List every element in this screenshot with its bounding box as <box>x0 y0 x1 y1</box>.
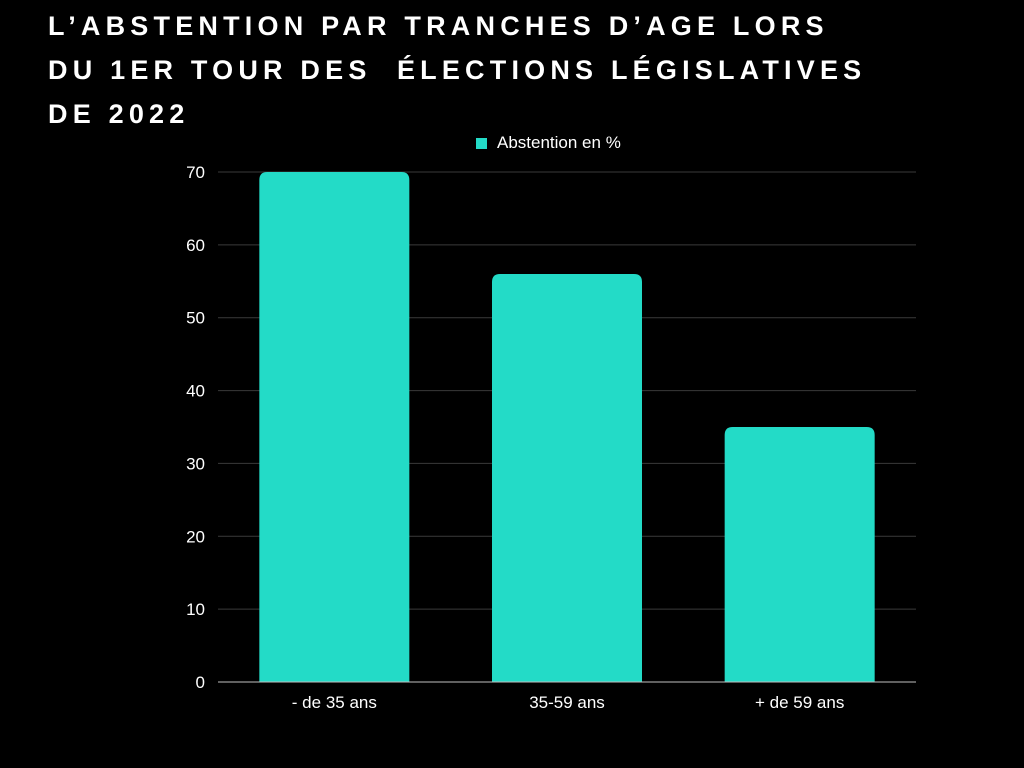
chart-legend: Abstention en % <box>476 133 621 153</box>
y-tick-label: 10 <box>186 600 205 619</box>
x-tick-label: - de 35 ans <box>292 693 377 712</box>
bar <box>492 274 642 682</box>
chart-title-line-1: L’ABSTENTION PAR TRANCHES D’AGE LORS <box>48 11 829 41</box>
y-tick-label: 70 <box>186 163 205 182</box>
legend-swatch <box>476 137 487 149</box>
x-axis-tick-labels: - de 35 ans 35-59 ans + de 59 ans <box>292 693 845 712</box>
y-tick-label: 50 <box>186 309 205 328</box>
y-tick-label: 40 <box>186 382 205 401</box>
y-axis-tick-labels: 0 10 20 30 40 50 60 70 <box>186 163 205 692</box>
x-tick-label: 35-59 ans <box>529 693 605 712</box>
x-tick-label: + de 59 ans <box>755 693 844 712</box>
y-tick-label: 30 <box>186 454 205 473</box>
chart-title-line-2: DU 1ER TOUR DES ÉLECTIONS LÉGISLATIVES <box>48 55 867 85</box>
y-tick-label: 60 <box>186 236 205 255</box>
chart-title-line-3: DE 2022 <box>48 99 190 129</box>
y-tick-label: 0 <box>196 673 205 692</box>
bar <box>259 172 410 682</box>
legend-label: Abstention en % <box>497 133 621 152</box>
y-tick-label: 20 <box>186 527 205 546</box>
chart-title: L’ABSTENTION PAR TRANCHES D’AGE LORS DU … <box>48 4 1008 136</box>
bars <box>259 172 875 682</box>
bar <box>724 427 875 682</box>
